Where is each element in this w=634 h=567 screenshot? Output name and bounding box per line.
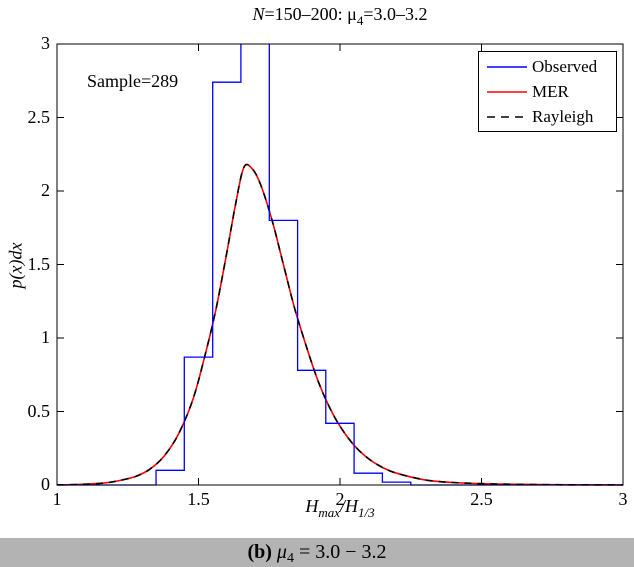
caption-mu: μ bbox=[276, 541, 287, 563]
caption-bar: (b) μ4 = 3.0 − 3.2 bbox=[0, 538, 634, 567]
title-mu-sub: 4 bbox=[356, 13, 364, 28]
caption-index: (b) bbox=[247, 541, 272, 563]
xlabel-sub-max: max bbox=[318, 505, 341, 520]
plot-title: N=150–200: μ4=3.0–3.2 bbox=[57, 4, 623, 29]
y-tick-label: 3 bbox=[41, 33, 50, 53]
rayleigh-curve bbox=[57, 163, 623, 486]
xlabel-sub-13: 1/3 bbox=[358, 505, 375, 520]
caption-rest: = 3.0 − 3.2 bbox=[293, 541, 387, 563]
caption-mu-sub: 4 bbox=[286, 551, 294, 566]
y-tick-label: 0.5 bbox=[27, 400, 51, 421]
tick-marks bbox=[56, 43, 624, 486]
legend: Observed MER Rayleigh bbox=[478, 51, 617, 132]
x-tick-label: 3 bbox=[618, 489, 628, 509]
title-n: N bbox=[252, 4, 265, 24]
title-seg2: =3.0–3.2 bbox=[363, 4, 428, 24]
legend-item-mer: MER bbox=[479, 79, 616, 104]
x-axis-label: Hmax/H1/3 bbox=[57, 496, 623, 521]
y-tick-label: 1 bbox=[41, 327, 50, 347]
rayleigh-line-sample bbox=[487, 115, 527, 118]
observed-line-sample bbox=[487, 65, 527, 68]
mer-curve bbox=[57, 163, 623, 486]
legend-item-rayleigh: Rayleigh bbox=[479, 104, 616, 129]
legend-label: Rayleigh bbox=[532, 106, 594, 126]
legend-label: MER bbox=[532, 81, 569, 101]
sample-annotation: Sample=289 bbox=[87, 71, 179, 91]
title-mu: μ bbox=[347, 4, 357, 24]
y-tick-label: 2.5 bbox=[27, 106, 51, 127]
y-tick-label: 0 bbox=[41, 474, 50, 494]
legend-label: Observed bbox=[532, 56, 598, 76]
x-tick-label: 2 bbox=[335, 489, 345, 509]
y-tick-label: 2 bbox=[41, 180, 50, 200]
mer-line-sample bbox=[487, 90, 527, 93]
y-tick-label: 1.5 bbox=[27, 253, 51, 274]
x-tick-label: 2.5 bbox=[470, 489, 493, 509]
plot-area bbox=[56, 43, 624, 486]
xlabel-h: H bbox=[305, 496, 319, 516]
legend-item-observed: Observed bbox=[479, 54, 616, 79]
observed-histogram bbox=[57, 44, 623, 486]
x-tick-label: 1 bbox=[52, 489, 62, 509]
xlabel-slash-h: /H bbox=[340, 496, 359, 516]
title-seg1: =150–200: bbox=[264, 4, 348, 24]
x-tick-label: 1.5 bbox=[187, 489, 210, 509]
